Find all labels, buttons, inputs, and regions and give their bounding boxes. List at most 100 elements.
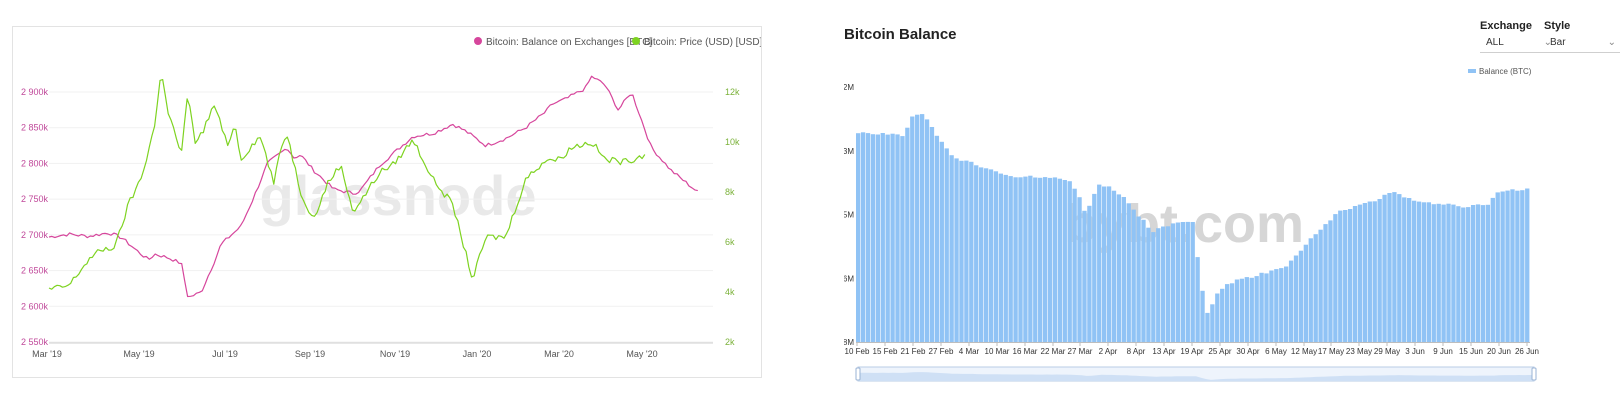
bar[interactable] [1490, 197, 1495, 342]
bar[interactable] [1264, 273, 1269, 342]
bar[interactable] [1141, 219, 1146, 342]
bar[interactable] [1220, 288, 1225, 342]
bar[interactable] [1097, 184, 1102, 342]
bar[interactable] [1402, 197, 1407, 342]
bar[interactable] [1269, 270, 1274, 343]
bar[interactable] [1520, 190, 1525, 342]
bar[interactable] [1367, 201, 1372, 343]
bar[interactable] [1111, 190, 1117, 342]
bar[interactable] [1215, 293, 1220, 343]
bar[interactable] [1062, 180, 1067, 342]
bar[interactable] [1023, 176, 1028, 342]
bar[interactable] [1387, 193, 1392, 342]
bar[interactable] [1298, 250, 1304, 342]
bar[interactable] [988, 169, 994, 342]
bar[interactable] [1362, 203, 1368, 342]
bar[interactable] [1461, 207, 1466, 343]
bar[interactable] [1210, 304, 1215, 342]
bar[interactable] [1229, 283, 1235, 342]
series-line-price[interactable] [48, 79, 646, 290]
bar[interactable] [1047, 177, 1053, 342]
bar[interactable] [1505, 190, 1510, 342]
bar[interactable] [1431, 204, 1436, 342]
bar[interactable] [1318, 229, 1323, 342]
bar[interactable] [1072, 188, 1077, 342]
bar[interactable] [1126, 203, 1131, 342]
bar[interactable] [1451, 204, 1456, 342]
bar[interactable] [1052, 177, 1058, 342]
bar[interactable] [1018, 177, 1023, 342]
bar[interactable] [1092, 193, 1097, 342]
bar[interactable] [1411, 200, 1417, 342]
bar[interactable] [1156, 228, 1161, 342]
bar[interactable] [1106, 186, 1112, 342]
bar[interactable] [924, 119, 930, 343]
bar[interactable] [1175, 222, 1181, 343]
bar[interactable] [1131, 209, 1136, 342]
bar[interactable] [939, 141, 944, 342]
bar[interactable] [856, 133, 861, 342]
bar[interactable] [895, 134, 900, 342]
legend-label-balance[interactable]: Bitcoin: Balance on Exchanges [BTC] [486, 37, 652, 48]
bar[interactable] [1028, 175, 1033, 342]
bar[interactable] [880, 133, 885, 342]
bar[interactable] [1161, 226, 1166, 343]
bar[interactable] [865, 133, 871, 342]
bar[interactable] [1441, 204, 1446, 342]
bar[interactable] [1515, 190, 1520, 342]
bar[interactable] [1185, 221, 1190, 342]
legend-label-price[interactable]: Bitcoin: Price (USD) [USD] [644, 37, 763, 48]
bar[interactable] [969, 161, 974, 342]
bar[interactable] [1224, 284, 1230, 342]
bar[interactable] [1180, 222, 1186, 342]
bar[interactable] [1279, 268, 1284, 342]
bar[interactable] [1333, 214, 1338, 342]
right-legend[interactable]: Balance (BTC) [1468, 67, 1532, 76]
bar[interactable] [1003, 174, 1008, 342]
bar[interactable] [1328, 220, 1333, 342]
bar[interactable] [954, 158, 959, 342]
bar[interactable] [959, 160, 964, 342]
bar[interactable] [1087, 205, 1092, 342]
bar[interactable] [949, 155, 954, 342]
bar[interactable] [1013, 177, 1018, 342]
bar[interactable] [1067, 181, 1072, 342]
bar[interactable] [1200, 290, 1205, 342]
bar[interactable] [1377, 199, 1382, 342]
bar[interactable] [1308, 238, 1313, 342]
bar[interactable] [1456, 206, 1461, 342]
bar[interactable] [900, 136, 905, 342]
bar[interactable] [860, 132, 866, 342]
bar[interactable] [890, 133, 895, 342]
bar[interactable] [1480, 205, 1486, 342]
bar[interactable] [1274, 269, 1279, 342]
bar[interactable] [964, 160, 969, 342]
bar[interactable] [1042, 177, 1048, 342]
bar[interactable] [1239, 278, 1245, 342]
bar[interactable] [1303, 244, 1309, 342]
bar[interactable] [983, 168, 989, 342]
bar[interactable] [1205, 312, 1210, 342]
bar[interactable] [1382, 194, 1387, 342]
bar[interactable] [1165, 226, 1171, 342]
bar[interactable] [1485, 204, 1491, 342]
bar[interactable] [1510, 189, 1515, 342]
bar[interactable] [1475, 204, 1481, 342]
bar[interactable] [1347, 209, 1353, 342]
exchange-select[interactable]: ALL ⌄ [1480, 37, 1556, 53]
bar[interactable] [998, 173, 1003, 342]
bar[interactable] [1249, 277, 1254, 342]
bar[interactable] [1495, 192, 1500, 342]
range-navigator[interactable] [855, 366, 1537, 382]
bar[interactable] [934, 135, 940, 342]
style-select[interactable]: Bar ⌄ [1544, 37, 1620, 53]
bar[interactable] [1407, 198, 1412, 342]
bar[interactable] [978, 167, 984, 342]
bar[interactable] [1416, 201, 1422, 342]
bar[interactable] [1446, 203, 1451, 342]
bar[interactable] [1077, 197, 1082, 342]
bar[interactable] [1136, 216, 1141, 343]
bar[interactable] [870, 134, 876, 342]
bar[interactable] [1244, 277, 1249, 342]
bar[interactable] [1190, 222, 1195, 342]
